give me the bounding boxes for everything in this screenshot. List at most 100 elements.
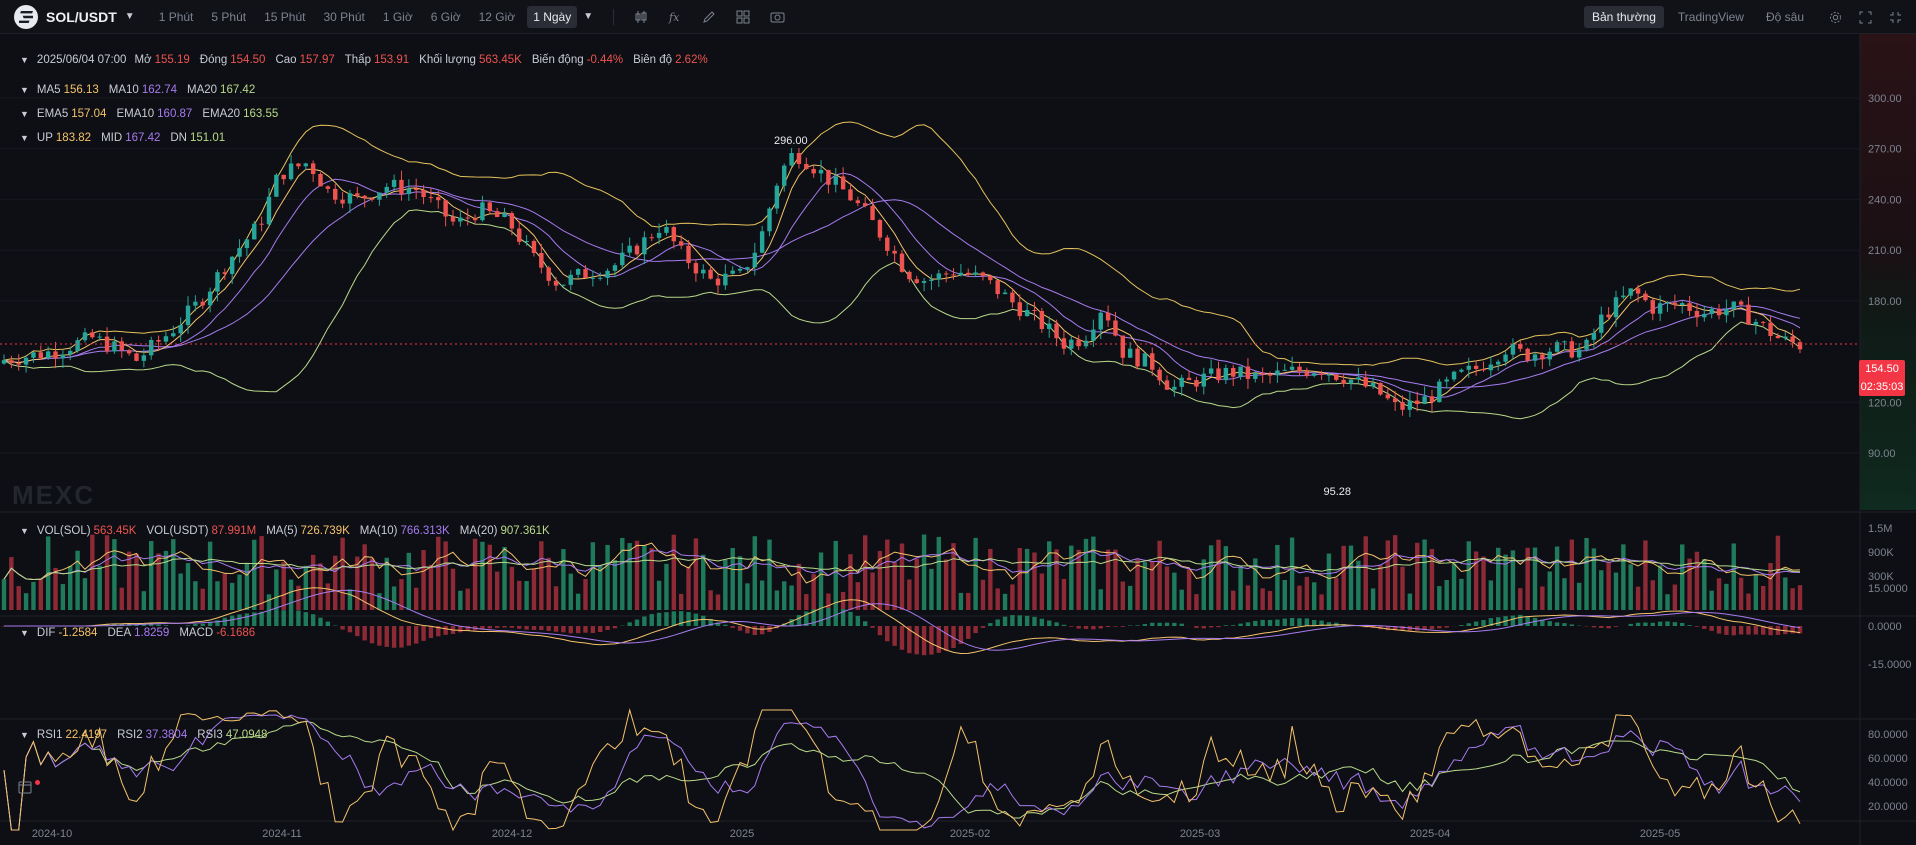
candle <box>1253 373 1258 379</box>
volume-bar <box>333 555 338 610</box>
candle <box>112 341 117 352</box>
macd-histogram-bar <box>958 626 964 644</box>
macd-histogram-bar <box>465 626 470 632</box>
volume-bar <box>1304 576 1310 610</box>
macd-histogram-bar <box>325 621 331 626</box>
volume-bar <box>1606 562 1611 610</box>
volume-bar <box>1643 540 1648 610</box>
volume-bar <box>1113 549 1118 610</box>
macd-histogram-bar <box>634 619 640 626</box>
timeframe-1h[interactable]: 1 Giờ <box>382 9 413 24</box>
timeframe-15m[interactable]: 15 Phút <box>264 9 306 24</box>
candle <box>1466 365 1471 370</box>
indicator-fx-icon[interactable]: fx <box>666 8 684 26</box>
macd-histogram-bar <box>1127 625 1133 626</box>
boll-collapse-chevron-icon[interactable]: ▼ <box>20 133 29 143</box>
volume-bar <box>384 557 389 610</box>
macd-histogram-bar <box>1201 626 1206 629</box>
macd-histogram-bar <box>1702 626 1707 629</box>
volume-bar <box>885 539 890 610</box>
macd-histogram-bar <box>612 626 618 629</box>
vol-ma20-value: 907.361K <box>500 525 550 537</box>
candle <box>1415 400 1420 405</box>
timeframe-dropdown-chevron-down-icon[interactable]: ▼ <box>583 11 594 22</box>
macd-histogram-bar <box>546 626 551 631</box>
fullscreen-icon[interactable] <box>1856 8 1874 26</box>
calendar-icon[interactable] <box>18 780 40 802</box>
timeframe-5m[interactable]: 5 Phút <box>211 9 247 24</box>
macd-histogram-bar <box>1422 626 1427 631</box>
volume-bar <box>1599 570 1604 610</box>
timeframe-6h[interactable]: 6 Giờ <box>430 9 461 24</box>
timeframe-1d[interactable]: 1 Ngày <box>527 5 578 28</box>
boll-up-value: 183.82 <box>55 132 92 144</box>
vol-ma5-label: MA(5) <box>266 525 298 537</box>
candle <box>1591 332 1597 340</box>
open-label: Mở <box>134 54 152 66</box>
ma20-line <box>3 185 1801 389</box>
macd-collapse-chevron-icon[interactable]: ▼ <box>20 628 29 638</box>
x-axis-tick-label: 2025-04 <box>1410 828 1450 840</box>
volume-bar <box>1024 548 1030 610</box>
volume-bar <box>480 541 485 610</box>
exit-fullscreen-icon[interactable] <box>1886 8 1904 26</box>
candle <box>90 332 95 338</box>
macd-histogram-bar <box>723 624 728 626</box>
volume-bar <box>1753 574 1759 610</box>
macd-histogram-bar <box>561 626 566 633</box>
rsi1-value: 22.4197 <box>65 729 108 741</box>
candle <box>458 217 463 222</box>
candle <box>678 241 684 246</box>
macd-histogram-bar <box>1731 626 1736 636</box>
volume-bar <box>443 541 448 610</box>
camera-icon[interactable] <box>768 8 786 26</box>
candle <box>1488 364 1494 371</box>
macd-histogram-bar <box>156 624 161 626</box>
tab-depth[interactable]: Độ sâu <box>1765 10 1804 24</box>
pair-selector[interactable]: SOL/USDT <box>46 8 117 25</box>
draw-pencil-icon[interactable] <box>700 8 718 26</box>
timeframe-12h[interactable]: 12 Giờ <box>478 9 516 24</box>
macd-histogram-bar <box>1746 626 1751 635</box>
volume-bar <box>1282 580 1287 610</box>
macd-histogram-bar <box>737 626 743 631</box>
candle <box>1326 374 1332 376</box>
candle <box>355 193 360 196</box>
volume-collapse-chevron-icon[interactable]: ▼ <box>20 526 29 536</box>
macd-histogram-bar <box>296 610 301 626</box>
ema-collapse-chevron-icon[interactable]: ▼ <box>20 109 29 119</box>
rsi-collapse-chevron-icon[interactable]: ▼ <box>20 730 29 740</box>
pair-dropdown-chevron-down-icon[interactable]: ▼ <box>124 11 135 22</box>
ohlc-collapse-chevron-icon[interactable]: ▼ <box>20 55 29 65</box>
tab-tradingview[interactable]: TradingView <box>1677 10 1744 24</box>
candle-type-icon[interactable] <box>632 8 650 26</box>
volume-bar <box>899 543 905 610</box>
candle <box>1297 366 1302 372</box>
ma-collapse-chevron-icon[interactable]: ▼ <box>20 85 29 95</box>
volume-bar <box>193 581 198 610</box>
macd-histogram-bar <box>1326 622 1332 626</box>
candle <box>119 341 124 351</box>
macd-histogram-bar <box>502 626 507 628</box>
macd-histogram-bar <box>1024 615 1030 626</box>
timeframe-30m[interactable]: 30 Phút <box>323 9 365 24</box>
settings-gear-icon[interactable] <box>1826 8 1844 26</box>
tab-standard[interactable]: Bản thường <box>1583 6 1664 28</box>
kline-chart[interactable]: 300.00 270.00 240.00 210.00 180.00 120.00 90.0… <box>0 34 1916 845</box>
timeframe-1m[interactable]: 1 Phút <box>158 9 194 24</box>
volume-bar <box>1297 585 1302 610</box>
macd-histogram-bar <box>1783 626 1788 635</box>
candle <box>693 263 699 274</box>
volume-bar <box>642 545 647 610</box>
layout-grid-icon[interactable] <box>734 8 752 26</box>
volume-bar <box>715 594 721 610</box>
candle <box>546 267 551 281</box>
rsi1-label: RSI1 <box>36 729 63 741</box>
volume-tick-label: 300K <box>1868 571 1894 583</box>
volume-bar <box>1518 588 1523 610</box>
candle <box>966 272 971 275</box>
candle <box>1201 373 1206 387</box>
candle <box>1172 386 1177 390</box>
candle <box>730 270 735 274</box>
candle <box>45 351 51 359</box>
